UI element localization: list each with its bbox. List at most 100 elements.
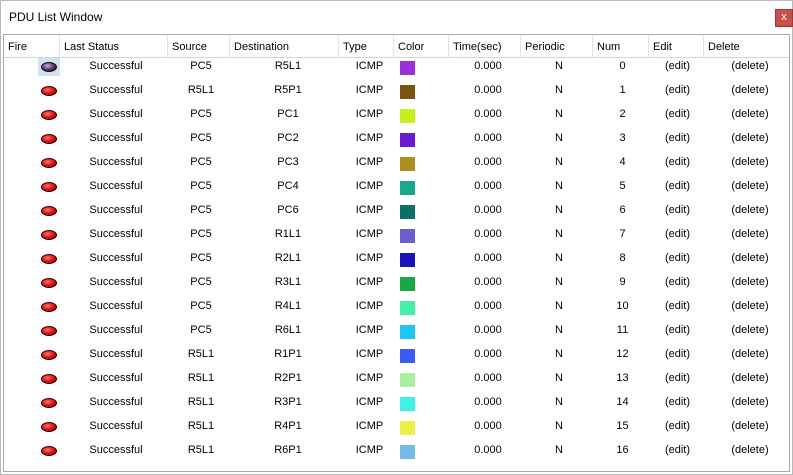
delete-link[interactable]: (delete) xyxy=(731,132,769,144)
delete-link[interactable]: (delete) xyxy=(731,108,769,120)
fire-button[interactable] xyxy=(38,106,60,124)
table-row[interactable]: Successful PC5 R2L1 ICMP 0.000 N 8 (edit) (delet… xyxy=(4,247,789,271)
delete-link[interactable]: (delete) xyxy=(731,276,769,288)
delete-link[interactable]: (delete) xyxy=(731,180,769,192)
table-row[interactable]: Successful R5L1 R1P1 ICMP 0.000 N 12 (edit) (del… xyxy=(4,343,789,367)
delete-link[interactable]: (delete) xyxy=(731,348,769,360)
delete-link[interactable]: (delete) xyxy=(731,396,769,408)
destination-cell: R3P1 xyxy=(274,396,302,408)
column-header-color[interactable]: Color xyxy=(394,35,449,57)
edit-link[interactable]: (edit) xyxy=(664,324,691,336)
delete-link[interactable]: (delete) xyxy=(731,444,769,456)
column-header-fire[interactable]: Fire xyxy=(4,35,60,57)
fire-button[interactable] xyxy=(38,298,60,316)
table-header: Fire Last Status Source Destination Type… xyxy=(4,35,789,58)
table-row[interactable]: Successful R5L1 R5P1 ICMP 0.000 N 1 (edit) (dele… xyxy=(4,79,789,103)
color-swatch xyxy=(400,373,415,387)
table-row[interactable]: Successful PC5 PC6 ICMP 0.000 N 6 (edit) (delete… xyxy=(4,199,789,223)
edit-link[interactable]: (edit) xyxy=(664,348,691,360)
table-row[interactable]: Successful PC5 R3L1 ICMP 0.000 N 9 (edit) (delet… xyxy=(4,271,789,295)
column-header-destination[interactable]: Destination xyxy=(230,35,339,57)
table-row[interactable]: Successful PC5 PC2 ICMP 0.000 N 3 (edit) (delete… xyxy=(4,127,789,151)
edit-link[interactable]: (edit) xyxy=(664,228,691,240)
delete-link[interactable]: (delete) xyxy=(731,228,769,240)
edit-link[interactable]: (edit) xyxy=(664,420,691,432)
column-header-edit[interactable]: Edit xyxy=(649,35,704,57)
edit-link[interactable]: (edit) xyxy=(664,252,691,264)
time-cell: 0.000 xyxy=(474,132,502,144)
edit-link[interactable]: (edit) xyxy=(664,396,691,408)
color-swatch xyxy=(400,205,415,219)
edit-link[interactable]: (edit) xyxy=(664,276,691,288)
edit-link[interactable]: (edit) xyxy=(664,84,691,96)
delete-link[interactable]: (delete) xyxy=(731,204,769,216)
edit-link[interactable]: (edit) xyxy=(664,444,691,456)
table-row[interactable]: Successful PC5 R5L1 ICMP 0.000 N 0 (edit) (delet… xyxy=(4,55,789,79)
column-header-delete[interactable]: Delete xyxy=(704,35,789,57)
fire-button[interactable] xyxy=(38,130,60,148)
column-header-source[interactable]: Source xyxy=(168,35,230,57)
column-header-periodic[interactable]: Periodic xyxy=(521,35,593,57)
fire-button[interactable] xyxy=(38,250,60,268)
table-row[interactable]: Successful R5L1 R4P1 ICMP 0.000 N 15 (edit) (del… xyxy=(4,415,789,439)
last-status-cell: Successful xyxy=(89,276,143,288)
column-header-time[interactable]: Time(sec) xyxy=(449,35,521,57)
type-cell: ICMP xyxy=(355,204,384,216)
fire-button[interactable] xyxy=(38,442,60,460)
column-header-last-status[interactable]: Last Status xyxy=(60,35,168,57)
table-row[interactable]: Successful PC5 R1L1 ICMP 0.000 N 7 (edit) (delet… xyxy=(4,223,789,247)
delete-link[interactable]: (delete) xyxy=(731,372,769,384)
table-row[interactable]: Successful PC5 PC3 ICMP 0.000 N 4 (edit) (delete… xyxy=(4,151,789,175)
edit-link[interactable]: (edit) xyxy=(664,156,691,168)
table-row[interactable]: Successful R5L1 R3P1 ICMP 0.000 N 14 (edit) (del… xyxy=(4,391,789,415)
table-row[interactable]: Successful PC5 R4L1 ICMP 0.000 N 10 (edit) (dele… xyxy=(4,295,789,319)
delete-link[interactable]: (delete) xyxy=(731,300,769,312)
delete-link[interactable]: (delete) xyxy=(731,156,769,168)
time-cell: 0.000 xyxy=(474,444,502,456)
edit-link[interactable]: (edit) xyxy=(664,180,691,192)
table-row[interactable]: Successful R5L1 R6P1 ICMP 0.000 N 16 (edit) (del… xyxy=(4,439,789,463)
delete-link[interactable]: (delete) xyxy=(731,60,769,72)
fire-button[interactable] xyxy=(38,370,60,388)
source-cell: PC5 xyxy=(190,252,212,264)
table-row[interactable]: Successful PC5 PC1 ICMP 0.000 N 2 (edit) (delete… xyxy=(4,103,789,127)
time-cell: 0.000 xyxy=(474,108,502,120)
fire-button-icon xyxy=(41,350,57,360)
num-cell: 5 xyxy=(619,180,626,192)
edit-link[interactable]: (edit) xyxy=(664,204,691,216)
fire-button[interactable] xyxy=(38,226,60,244)
delete-link[interactable]: (delete) xyxy=(731,420,769,432)
delete-link[interactable]: (delete) xyxy=(731,84,769,96)
fire-button[interactable] xyxy=(38,346,60,364)
color-swatch xyxy=(400,277,415,291)
periodic-cell: N xyxy=(555,252,563,264)
edit-link[interactable]: (edit) xyxy=(664,60,691,72)
source-cell: R5L1 xyxy=(187,420,215,432)
delete-link[interactable]: (delete) xyxy=(731,324,769,336)
fire-button[interactable] xyxy=(38,202,60,220)
fire-button[interactable] xyxy=(38,178,60,196)
edit-link[interactable]: (edit) xyxy=(664,132,691,144)
last-status-cell: Successful xyxy=(89,180,143,192)
fire-button[interactable] xyxy=(38,274,60,292)
table-row[interactable]: Successful PC5 R6L1 ICMP 0.000 N 11 (edit) (dele… xyxy=(4,319,789,343)
fire-button[interactable] xyxy=(38,82,60,100)
fire-button[interactable] xyxy=(38,394,60,412)
table-row[interactable]: Successful PC5 PC4 ICMP 0.000 N 5 (edit) (delete… xyxy=(4,175,789,199)
num-cell: 12 xyxy=(616,348,629,360)
source-cell: PC5 xyxy=(190,300,212,312)
edit-link[interactable]: (edit) xyxy=(664,300,691,312)
fire-button[interactable] xyxy=(38,322,60,340)
fire-button[interactable] xyxy=(38,58,60,76)
num-cell: 2 xyxy=(619,108,626,120)
table-row[interactable]: Successful R5L1 R2P1 ICMP 0.000 N 13 (edit) (del… xyxy=(4,367,789,391)
fire-button[interactable] xyxy=(38,154,60,172)
close-button[interactable]: x xyxy=(775,9,793,27)
edit-link[interactable]: (edit) xyxy=(664,108,691,120)
title-bar[interactable]: PDU List Window x xyxy=(1,1,793,33)
column-header-type[interactable]: Type xyxy=(339,35,394,57)
delete-link[interactable]: (delete) xyxy=(731,252,769,264)
fire-button[interactable] xyxy=(38,418,60,436)
edit-link[interactable]: (edit) xyxy=(664,372,691,384)
column-header-num[interactable]: Num xyxy=(593,35,649,57)
